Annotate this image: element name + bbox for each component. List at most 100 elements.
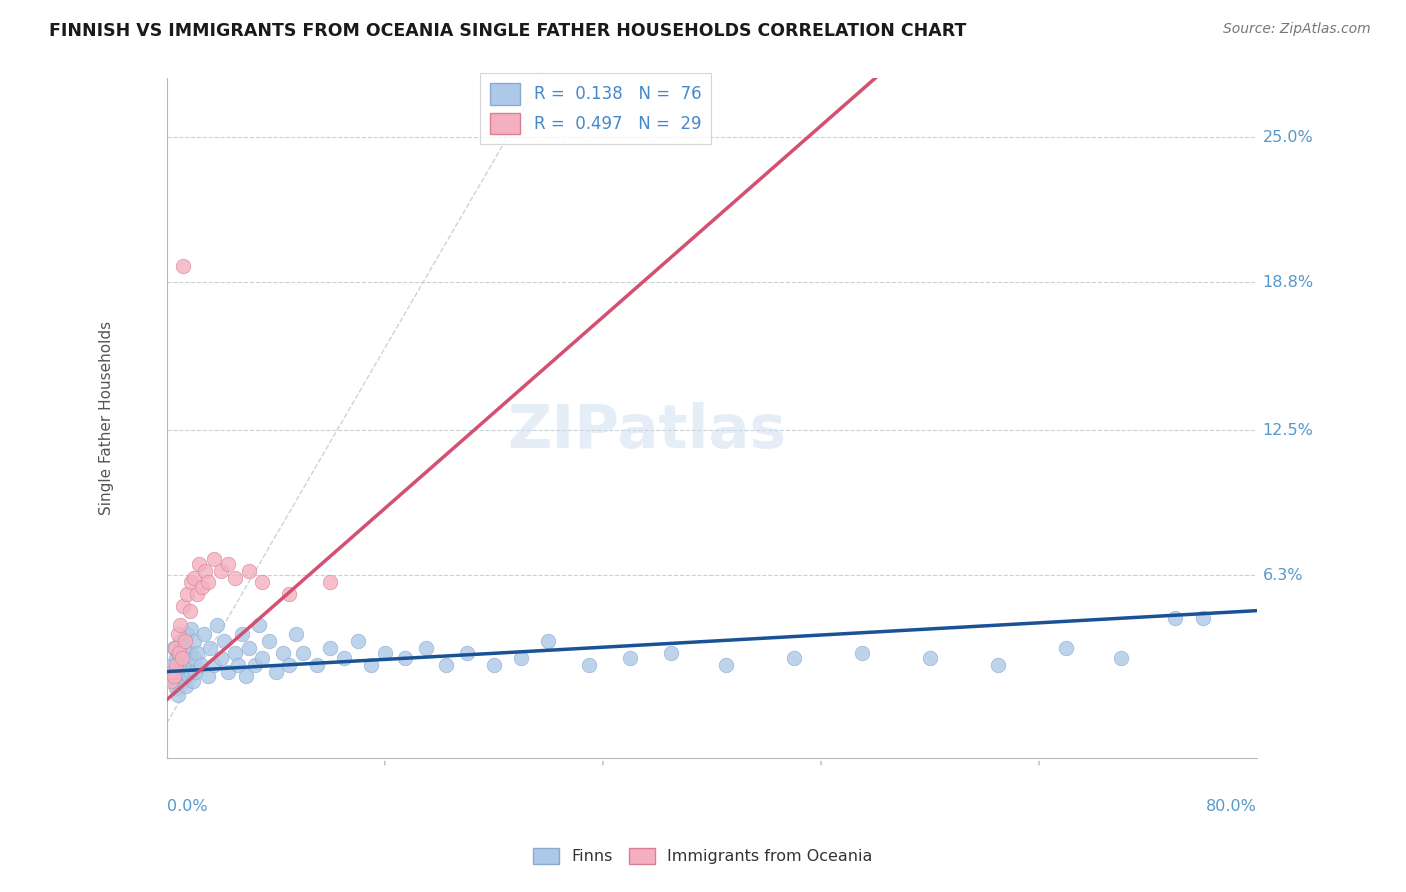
Point (245, 657, 267, 672)
Point (180, 623, 202, 637)
Point (415, 641, 437, 656)
Text: 80.0%: 80.0% (1206, 799, 1257, 814)
Point (578, 657, 600, 672)
Point (1164, 610, 1187, 624)
Point (783, 650, 806, 665)
Point (1109, 650, 1132, 665)
Point (374, 646, 396, 660)
Point (217, 557, 239, 571)
Point (162, 641, 184, 656)
Point (659, 646, 682, 660)
Point (235, 669, 257, 683)
Point (319, 641, 342, 656)
Point (250, 575, 273, 590)
Point (172, 259, 194, 273)
Point (169, 634, 191, 648)
Point (278, 587, 301, 601)
Point (226, 657, 249, 672)
Point (1054, 641, 1077, 656)
Point (176, 657, 198, 672)
Point (238, 641, 260, 656)
Point (537, 634, 560, 648)
Point (167, 646, 190, 660)
Point (987, 657, 1010, 672)
Point (173, 634, 195, 648)
Point (160, 673, 183, 688)
Point (186, 646, 208, 660)
Point (179, 604, 201, 618)
Point (193, 627, 215, 641)
Text: ZIPatlas: ZIPatlas (508, 402, 786, 461)
Point (162, 665, 184, 679)
Point (319, 575, 342, 590)
Point (200, 641, 222, 656)
Point (172, 599, 194, 613)
Point (184, 665, 207, 679)
Point (231, 627, 253, 641)
Point (188, 557, 211, 571)
Point (167, 657, 190, 672)
Point (434, 657, 457, 672)
Point (176, 587, 198, 601)
Text: 6.3%: 6.3% (1263, 568, 1303, 583)
Point (162, 673, 184, 688)
Point (209, 564, 232, 578)
Point (394, 650, 416, 665)
Text: 0.0%: 0.0% (167, 799, 208, 814)
Point (165, 657, 187, 672)
Point (166, 627, 188, 641)
Point (163, 665, 186, 679)
Point (173, 641, 195, 656)
Point (224, 646, 246, 660)
Point (619, 650, 641, 665)
Point (249, 617, 271, 632)
Point (250, 650, 273, 665)
Point (264, 665, 287, 679)
Point (197, 669, 219, 683)
Point (165, 681, 187, 695)
Point (346, 634, 368, 648)
Point (177, 669, 200, 683)
Point (183, 571, 205, 585)
Point (160, 669, 183, 683)
Point (176, 627, 198, 641)
Point (204, 657, 226, 672)
Point (292, 646, 315, 660)
Point (305, 657, 328, 672)
Point (194, 564, 217, 578)
Point (163, 641, 186, 656)
Text: FINNISH VS IMMIGRANTS FROM OCEANIA SINGLE FATHER HOUSEHOLDS CORRELATION CHART: FINNISH VS IMMIGRANTS FROM OCEANIA SINGL… (49, 22, 966, 40)
Point (180, 665, 202, 679)
Point (456, 646, 478, 660)
Point (333, 650, 356, 665)
Text: 18.8%: 18.8% (1263, 275, 1313, 290)
Point (197, 575, 219, 590)
Point (482, 657, 505, 672)
Point (165, 650, 187, 665)
Point (190, 657, 212, 672)
Point (183, 650, 205, 665)
Point (224, 571, 246, 585)
Point (238, 564, 260, 578)
Text: Single Father Households: Single Father Households (100, 321, 114, 516)
Point (162, 669, 184, 683)
Point (169, 669, 191, 683)
Point (174, 679, 197, 693)
Text: Source: ZipAtlas.com: Source: ZipAtlas.com (1223, 22, 1371, 37)
Point (285, 627, 308, 641)
Point (166, 646, 188, 660)
Point (162, 657, 184, 672)
Point (510, 650, 533, 665)
Point (180, 575, 202, 590)
Point (179, 646, 201, 660)
Legend: R =  0.138   N =  76, R =  0.497   N =  29: R = 0.138 N = 76, R = 0.497 N = 29 (481, 73, 711, 145)
Point (170, 673, 193, 688)
Point (918, 650, 941, 665)
Point (212, 634, 235, 648)
Point (205, 617, 228, 632)
Point (169, 617, 191, 632)
Point (183, 634, 205, 648)
Text: 25.0%: 25.0% (1263, 129, 1313, 145)
Point (851, 646, 873, 660)
Point (166, 688, 188, 702)
